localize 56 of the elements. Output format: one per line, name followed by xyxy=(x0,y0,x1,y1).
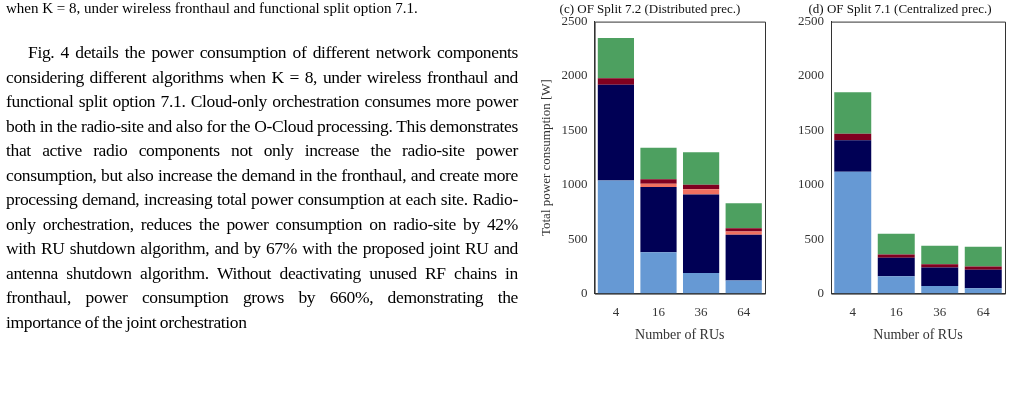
y-tick-label: 1000 xyxy=(561,176,588,192)
bar xyxy=(597,84,635,181)
bar xyxy=(834,171,872,294)
bar xyxy=(877,276,915,294)
bar xyxy=(834,92,872,134)
bar xyxy=(921,267,959,286)
bar xyxy=(877,254,915,258)
bar xyxy=(640,179,677,184)
bar xyxy=(964,269,1002,289)
bar xyxy=(725,203,762,229)
y-tick-label: 1500 xyxy=(798,121,824,137)
x-tick-label: 64 xyxy=(737,303,751,319)
y-tick-label: 1000 xyxy=(798,176,824,192)
y-tick-label: 0 xyxy=(817,285,824,301)
bar xyxy=(683,189,720,195)
bar xyxy=(640,183,677,187)
x-axis-title: Number of RUs xyxy=(873,327,963,343)
y-tick-label: 2000 xyxy=(561,67,588,83)
x-tick-label: 36 xyxy=(933,303,947,319)
bar xyxy=(597,37,635,79)
y-tick-label: 500 xyxy=(804,230,824,246)
bar xyxy=(921,245,959,265)
x-tick-label: 64 xyxy=(976,303,991,319)
bar xyxy=(640,186,677,253)
y-tick-label: 500 xyxy=(568,230,588,246)
x-tick-label: 16 xyxy=(652,303,666,319)
text: when K = 8, under wireless fronthaul and functional split option 7.1. xyxy=(6,0,418,17)
y-tick-label: 0 xyxy=(581,285,588,301)
x-tick-label: 36 xyxy=(694,303,709,319)
bar xyxy=(683,272,720,294)
bar xyxy=(725,280,762,294)
bar xyxy=(683,184,720,190)
bar xyxy=(921,264,959,268)
bar xyxy=(640,147,677,180)
bar xyxy=(834,140,872,172)
x-tick-label: 16 xyxy=(889,303,904,319)
bar xyxy=(964,288,1002,294)
x-tick-label: 4 xyxy=(612,303,620,319)
x-tick-label: 4 xyxy=(849,303,857,319)
bar xyxy=(683,152,720,185)
x-axis-title: Number of RUs xyxy=(635,327,725,343)
bar xyxy=(834,133,872,141)
bar xyxy=(877,257,915,277)
text: Fig. 4 details the power consumption of different network components considering different algorithms when K = 8, under wireless fronthaul and functional split option 7.1. Cloud-only orchestration consumes more power both in the radio-site and also for the O-Cloud processing. This demonstrates that active radio components not only increase the radio-site power consumption, but also increase the demand in the fronthaul, and create more processing demand, increasing total power consumption at each site. Radio-only orchestration, reduces the power consumption on radio-site by 42% with RU shutdown algorithm, and by 67% with the proposed joint RU and antenna shutdown algorithm. Without deactivating unused RF chains in fronthaul, power consumption grows by 660%, demonstrating the importance of the joint orchestration xyxy=(6,42,518,332)
y-tick-label: 1500 xyxy=(561,121,588,137)
bar xyxy=(597,180,635,294)
bar xyxy=(921,285,959,294)
bar xyxy=(964,246,1002,267)
bar xyxy=(725,234,762,281)
y-tick-label: 2000 xyxy=(798,67,824,83)
bar xyxy=(877,233,915,255)
bar xyxy=(597,78,635,85)
y-axis-title: Total power consumption [W] xyxy=(538,79,554,237)
bar xyxy=(640,252,677,294)
bar xyxy=(683,194,720,273)
bar xyxy=(964,266,1002,270)
